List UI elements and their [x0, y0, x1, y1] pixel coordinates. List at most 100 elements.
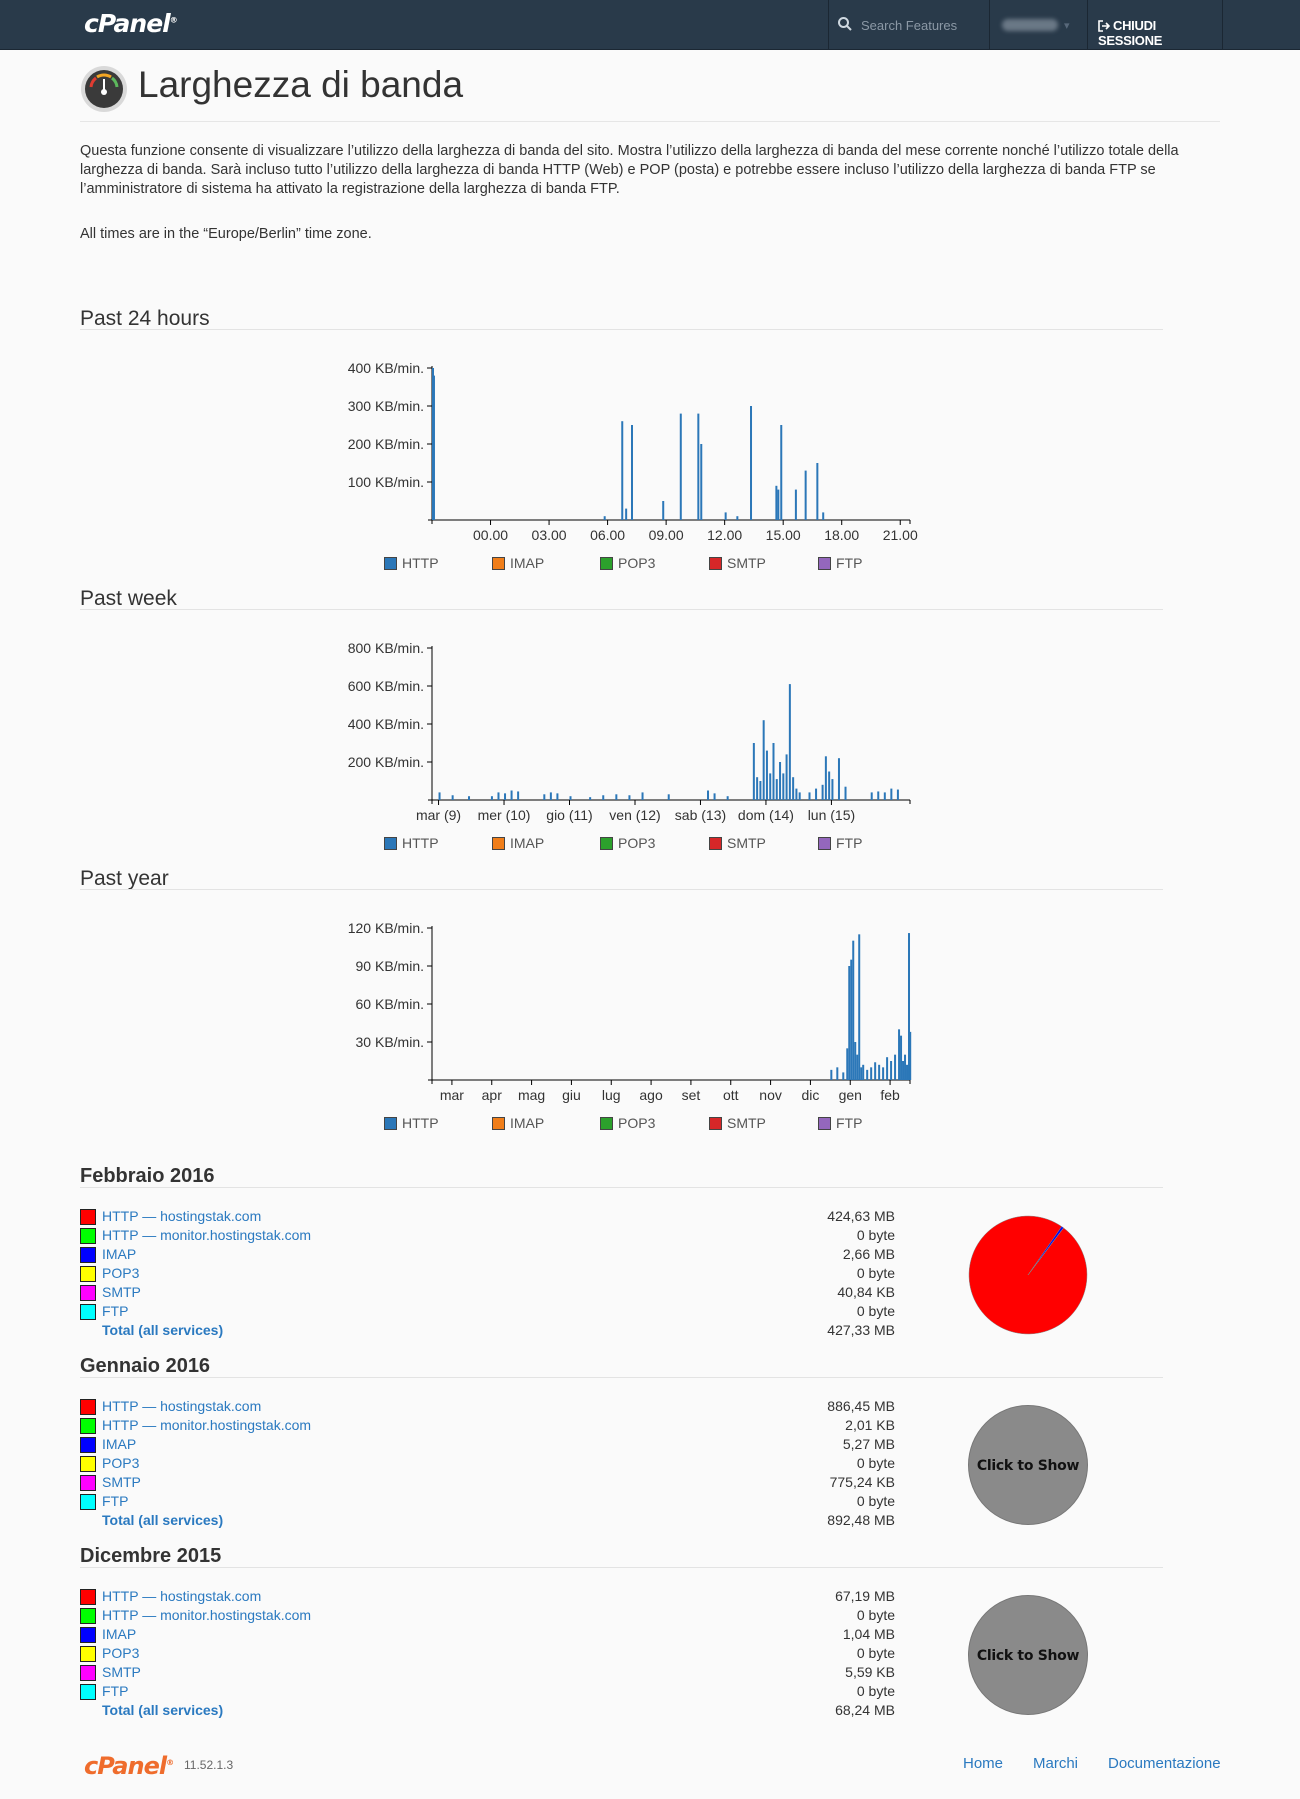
search-features-input[interactable] [861, 12, 986, 38]
service-usage-value: 0 byte [856, 1303, 895, 1319]
bar [621, 421, 624, 520]
x-tick-label: 15.00 [766, 527, 801, 543]
bar [615, 794, 618, 800]
bar [908, 933, 911, 1080]
service-link[interactable]: FTP [102, 1303, 129, 1319]
bar [883, 792, 886, 800]
x-tick-label: set [682, 1087, 701, 1103]
bar [779, 762, 782, 800]
service-link[interactable]: FTP [102, 1493, 129, 1509]
x-tick-label: 18.00 [824, 527, 859, 543]
service-link[interactable]: POP3 [102, 1645, 140, 1661]
logout-button[interactable]: CHIUDI SESSIONE [1088, 0, 1223, 50]
bandwidth-gauge-icon [81, 66, 127, 112]
service-link[interactable]: HTTP — monitor.hostingstak.com [102, 1227, 312, 1243]
click-to-show-pie-button[interactable]: Click to Show [968, 1595, 1088, 1715]
legend-swatch [600, 1117, 613, 1130]
legend-swatch [818, 837, 831, 850]
service-row: IMAP 5,27 MB [80, 1435, 895, 1454]
bar [775, 779, 778, 800]
service-link[interactable]: IMAP [102, 1246, 137, 1262]
x-tick-label: dom (14) [738, 807, 794, 823]
legend-past-week: HTTP IMAP POP3 SMTP FTP [384, 835, 904, 853]
legend-swatch [818, 557, 831, 570]
x-tick-label: 21.00 [883, 527, 918, 543]
legend-label: POP3 [618, 1115, 656, 1131]
bar [759, 781, 762, 800]
month-divider [80, 1377, 1163, 1378]
bar [882, 1067, 885, 1080]
bar [900, 1035, 903, 1080]
footer-link-home[interactable]: Home [963, 1755, 1004, 1772]
cpanel-logo[interactable]: cPanel® [84, 9, 178, 38]
click-to-show-label: Click to Show [976, 1458, 1080, 1474]
bar [792, 777, 795, 800]
service-link[interactable]: HTTP — hostingstak.com [102, 1398, 262, 1414]
service-link[interactable]: HTTP — hostingstak.com [102, 1208, 262, 1224]
service-link[interactable]: IMAP [102, 1436, 137, 1452]
y-tick-label: 100 KB/min. [348, 474, 424, 490]
user-menu[interactable]: ▾ [990, 0, 1088, 50]
service-color-swatch [80, 1589, 96, 1605]
section-divider [80, 329, 1163, 330]
click-to-show-label: Click to Show [976, 1648, 1080, 1664]
bar [780, 425, 783, 520]
footer-link-documentazione[interactable]: Documentazione [1108, 1755, 1221, 1772]
total-row: Total (all services) 427,33 MB [80, 1321, 895, 1340]
bar [662, 501, 665, 520]
legend-swatch [492, 1117, 505, 1130]
bar [788, 684, 791, 800]
total-link[interactable]: Total (all services) [102, 1322, 224, 1338]
total-link[interactable]: Total (all services) [102, 1702, 224, 1718]
service-link[interactable]: POP3 [102, 1265, 140, 1281]
service-link[interactable]: FTP [102, 1683, 129, 1699]
total-link[interactable]: Total (all services) [102, 1512, 224, 1528]
service-link[interactable]: SMTP [102, 1474, 141, 1490]
service-link[interactable]: HTTP — monitor.hostingstak.com [102, 1417, 312, 1433]
section-divider [80, 609, 1163, 610]
legend-swatch [384, 1117, 397, 1130]
click-to-show-pie-button[interactable]: Click to Show [968, 1405, 1088, 1525]
month-title: Dicembre 2015 [80, 1545, 222, 1567]
service-usage-value: 2,01 KB [845, 1417, 895, 1433]
service-row: HTTP — monitor.hostingstak.com 2,01 KB [80, 1416, 895, 1435]
service-link[interactable]: IMAP [102, 1626, 137, 1642]
legend-label: FTP [836, 555, 863, 571]
bar [870, 792, 873, 800]
service-link[interactable]: HTTP — hostingstak.com [102, 1588, 262, 1604]
service-row: HTTP — hostingstak.com 886,45 MB [80, 1397, 895, 1416]
service-color-swatch [80, 1494, 96, 1510]
user-caret-icon: ▾ [1064, 20, 1070, 32]
service-usage-value: 886,45 MB [827, 1398, 895, 1414]
legend-label: HTTP [402, 835, 439, 851]
bar [432, 368, 434, 520]
bar [517, 791, 520, 800]
x-tick-label: ven (12) [609, 807, 660, 823]
legend-swatch [384, 557, 397, 570]
search-features-box[interactable] [828, 0, 990, 50]
x-tick-label: 12.00 [707, 527, 742, 543]
x-tick-label: mar [440, 1087, 464, 1103]
y-tick-label: 60 KB/min. [356, 996, 424, 1012]
service-usage-value: 0 byte [856, 1645, 895, 1661]
bar [549, 792, 552, 800]
x-tick-label: feb [880, 1087, 900, 1103]
month-title: Gennaio 2016 [80, 1355, 211, 1377]
bar [782, 773, 785, 800]
service-link[interactable]: SMTP [102, 1664, 141, 1680]
total-usage-value: 427,33 MB [827, 1322, 895, 1338]
service-link[interactable]: HTTP — monitor.hostingstak.com [102, 1607, 312, 1623]
service-row: FTP 0 byte [80, 1682, 895, 1701]
username-blurred [1002, 19, 1058, 31]
service-link[interactable]: POP3 [102, 1455, 140, 1471]
service-color-swatch [80, 1608, 96, 1624]
service-usage-value: 0 byte [856, 1455, 895, 1471]
x-tick-label: ott [723, 1087, 739, 1103]
x-tick-label: mar (9) [416, 807, 461, 823]
service-link[interactable]: SMTP [102, 1284, 141, 1300]
pie-slice [1027, 1227, 1064, 1276]
bar [556, 793, 559, 800]
footer-cpanel-logo[interactable]: cPanel® [84, 1752, 174, 1780]
footer-link-marchi[interactable]: Marchi [1033, 1755, 1079, 1772]
bar [451, 795, 454, 800]
